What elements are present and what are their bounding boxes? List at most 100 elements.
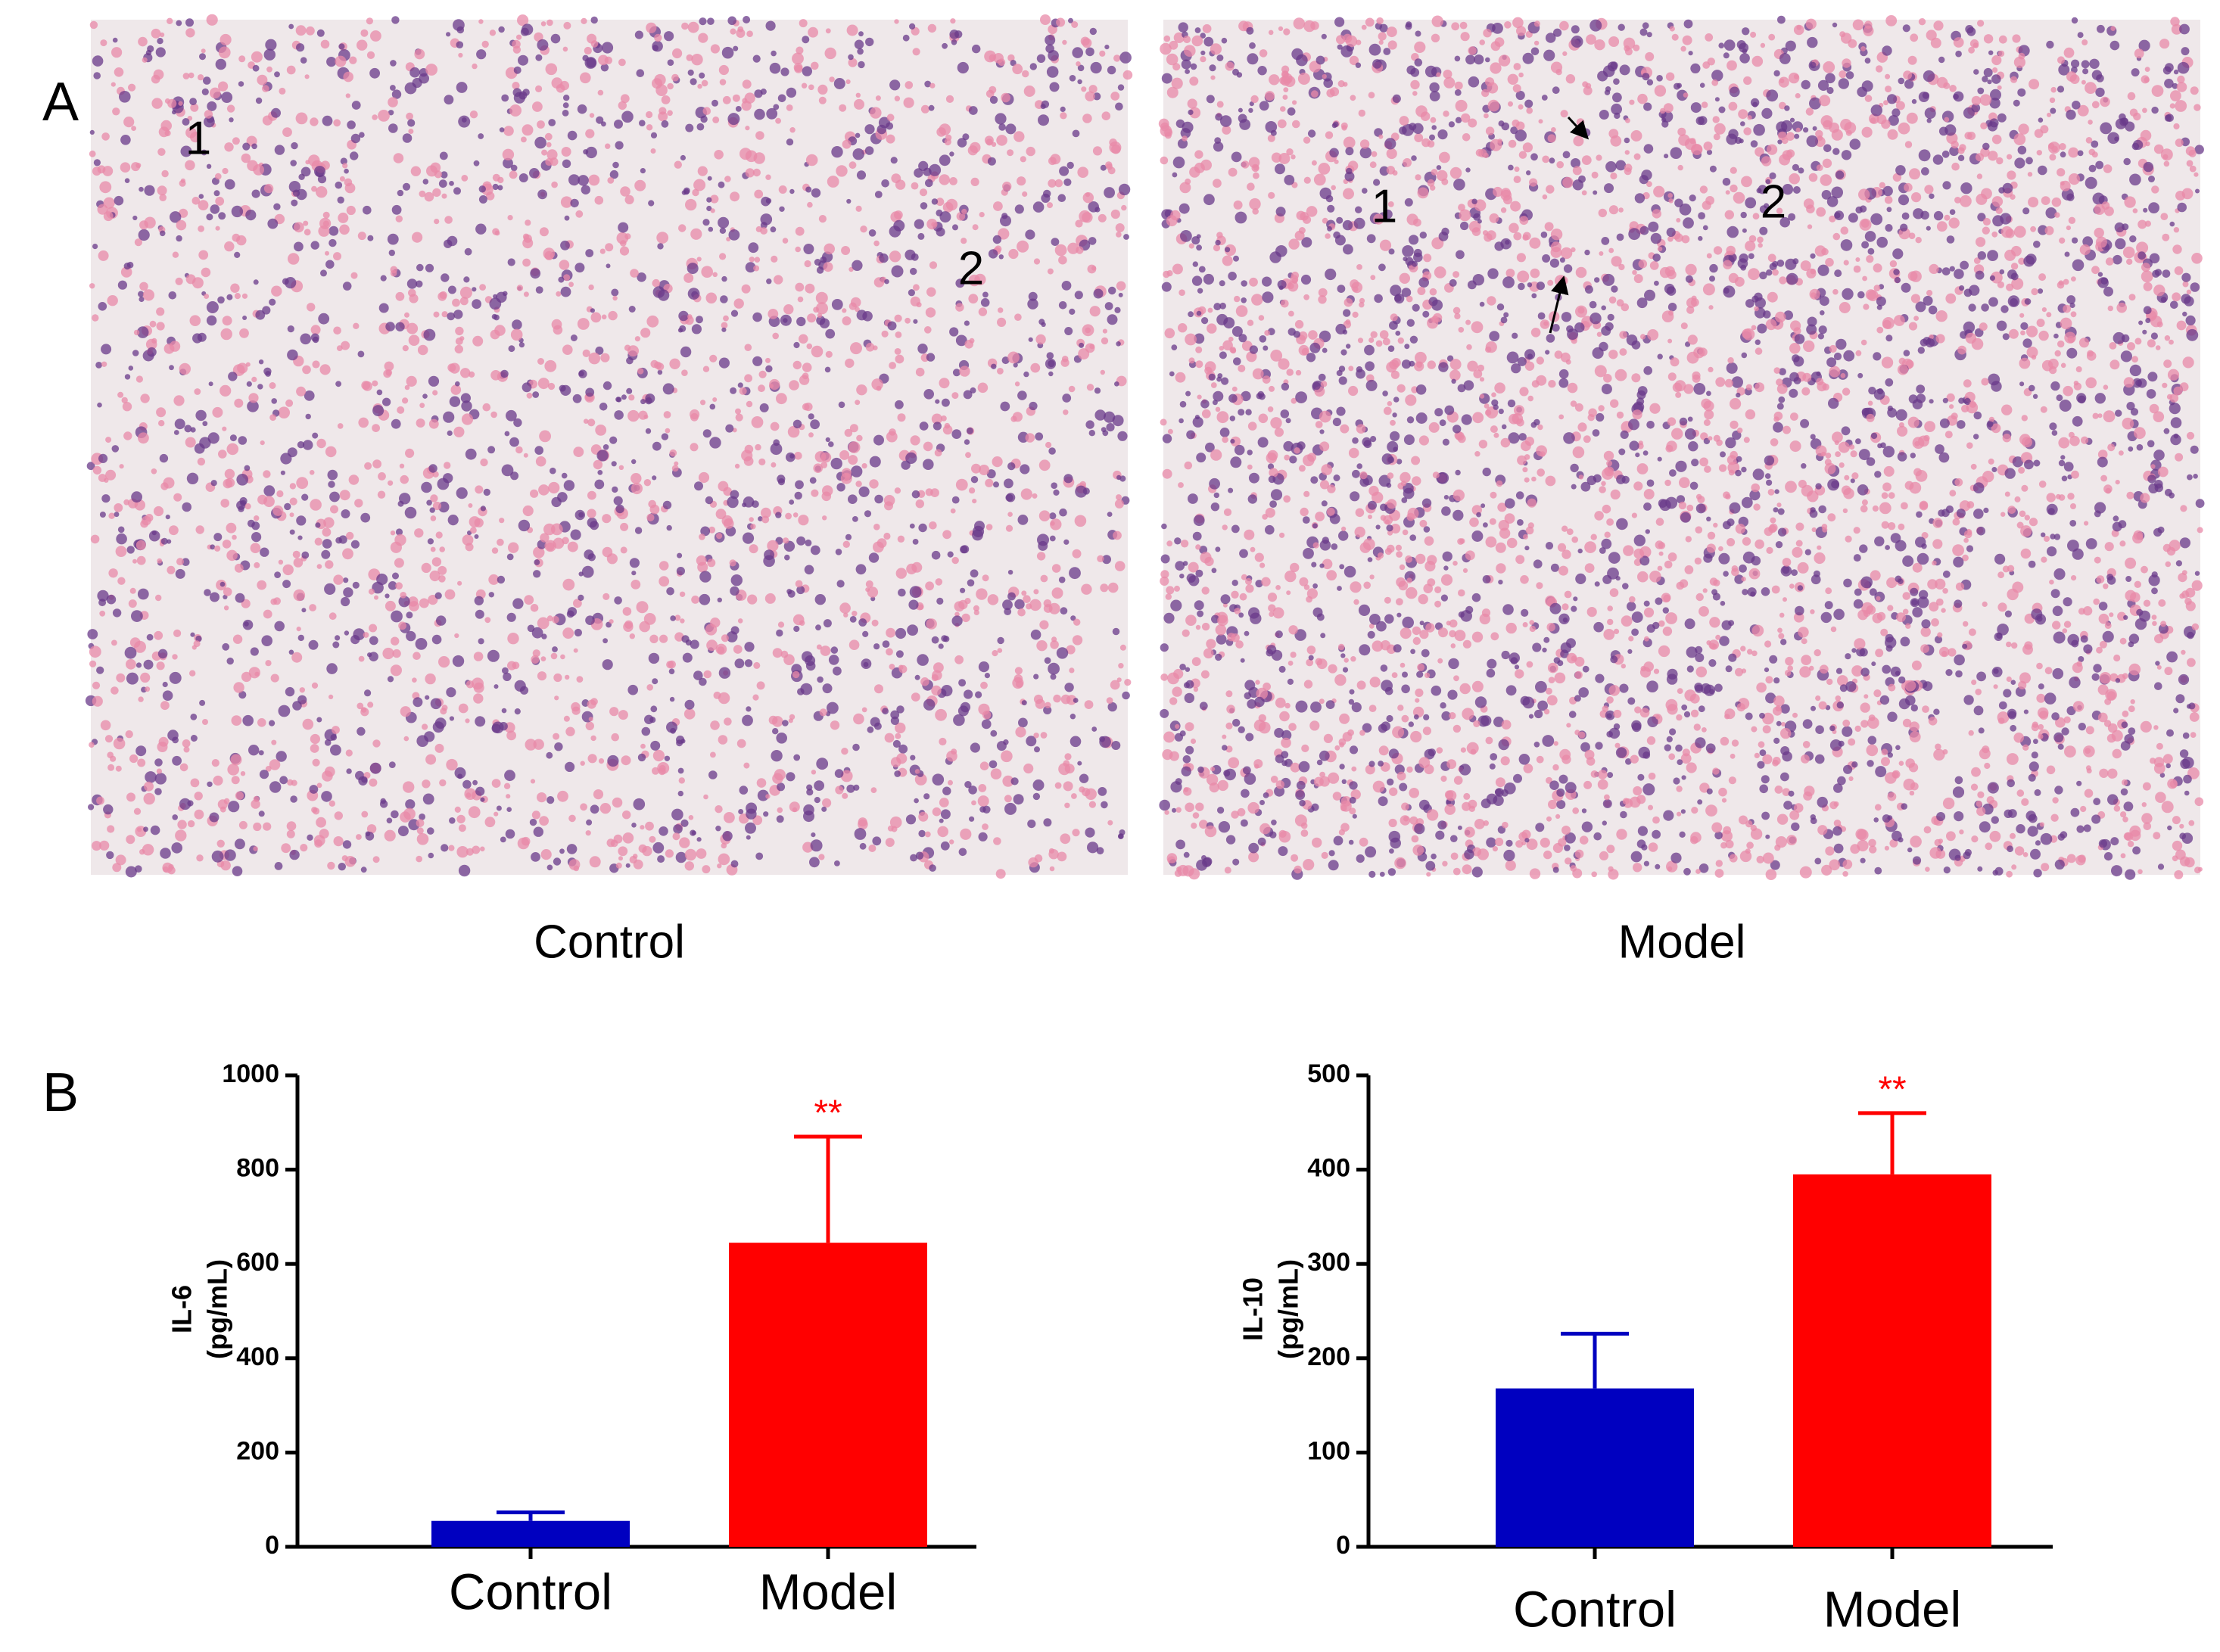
cell — [1248, 851, 1259, 863]
cell — [180, 145, 192, 157]
cell — [1414, 133, 1424, 143]
cell — [534, 136, 546, 149]
cell — [253, 279, 259, 285]
cell — [746, 400, 753, 408]
cell — [530, 779, 536, 784]
cell — [1303, 859, 1315, 871]
cell — [747, 594, 758, 605]
cell — [567, 607, 578, 617]
cell — [1441, 711, 1451, 721]
cell — [142, 844, 154, 856]
cell — [889, 226, 901, 238]
cell — [425, 754, 437, 765]
cell — [1759, 712, 1765, 719]
cell — [620, 186, 631, 197]
cell — [144, 781, 154, 792]
cell — [523, 453, 528, 458]
cell — [755, 443, 761, 451]
cell — [854, 828, 867, 840]
cell — [558, 276, 565, 283]
cell — [469, 371, 475, 378]
cell — [744, 642, 755, 652]
cell — [1742, 589, 1748, 596]
cell — [737, 618, 743, 624]
cell — [431, 557, 442, 567]
cell — [710, 208, 715, 213]
cell — [1887, 129, 1898, 140]
cell — [895, 650, 904, 658]
cell — [2128, 446, 2134, 452]
cell — [813, 306, 819, 313]
cell — [2181, 649, 2186, 655]
cell — [841, 468, 852, 478]
cell — [884, 278, 889, 285]
cell — [734, 463, 740, 469]
cell — [1898, 194, 1910, 206]
cell — [858, 486, 870, 497]
cell — [1681, 235, 1690, 244]
cell — [920, 202, 928, 210]
cell — [1684, 565, 1694, 574]
cell — [1616, 233, 1624, 241]
histology-image — [1158, 15, 2205, 880]
cell — [1872, 613, 1883, 624]
cell — [777, 782, 786, 792]
cell — [416, 833, 429, 845]
cell — [2013, 226, 2026, 238]
cell — [1074, 291, 1083, 300]
cell — [920, 677, 929, 686]
cell — [585, 146, 597, 159]
cell — [1279, 711, 1290, 722]
cell — [1817, 264, 1829, 276]
cell — [1064, 683, 1074, 692]
cell — [808, 413, 814, 420]
cell — [1602, 799, 1612, 808]
cell — [323, 517, 335, 528]
cell — [848, 58, 858, 67]
cell — [2197, 527, 2203, 534]
cell — [786, 104, 793, 111]
cell — [184, 425, 192, 433]
cell — [987, 594, 999, 605]
cell — [475, 485, 484, 494]
cell — [1935, 743, 1941, 751]
cell — [818, 854, 825, 860]
cell — [820, 646, 831, 656]
cell — [792, 614, 805, 626]
cell — [400, 474, 409, 484]
cell — [696, 316, 703, 324]
cell — [563, 715, 570, 722]
cell — [1740, 646, 1746, 652]
cell — [512, 82, 520, 90]
cell — [572, 394, 582, 403]
cell — [182, 558, 190, 566]
cell — [1033, 694, 1044, 705]
cell — [851, 465, 863, 478]
cell — [263, 485, 276, 497]
cell — [681, 369, 688, 377]
cell — [1645, 51, 1655, 61]
cell — [563, 274, 571, 282]
cell — [1049, 535, 1056, 542]
cell — [1233, 255, 1239, 262]
cell — [903, 97, 914, 108]
cell — [1088, 430, 1096, 437]
cell — [1683, 867, 1691, 876]
region-marker: 1 — [185, 112, 211, 164]
cell — [1187, 98, 1197, 109]
cell — [1118, 833, 1124, 839]
cell — [1702, 283, 1715, 296]
cell — [1835, 451, 1842, 457]
cell — [253, 822, 262, 832]
cell — [793, 63, 803, 72]
cell — [274, 621, 285, 632]
cell — [1047, 268, 1054, 275]
cell — [957, 138, 967, 148]
cell — [942, 425, 953, 435]
cell — [158, 736, 169, 747]
cell — [541, 149, 548, 156]
cell — [737, 26, 744, 33]
cell — [1311, 160, 1317, 166]
cell — [1222, 125, 1231, 135]
cell — [978, 832, 988, 842]
